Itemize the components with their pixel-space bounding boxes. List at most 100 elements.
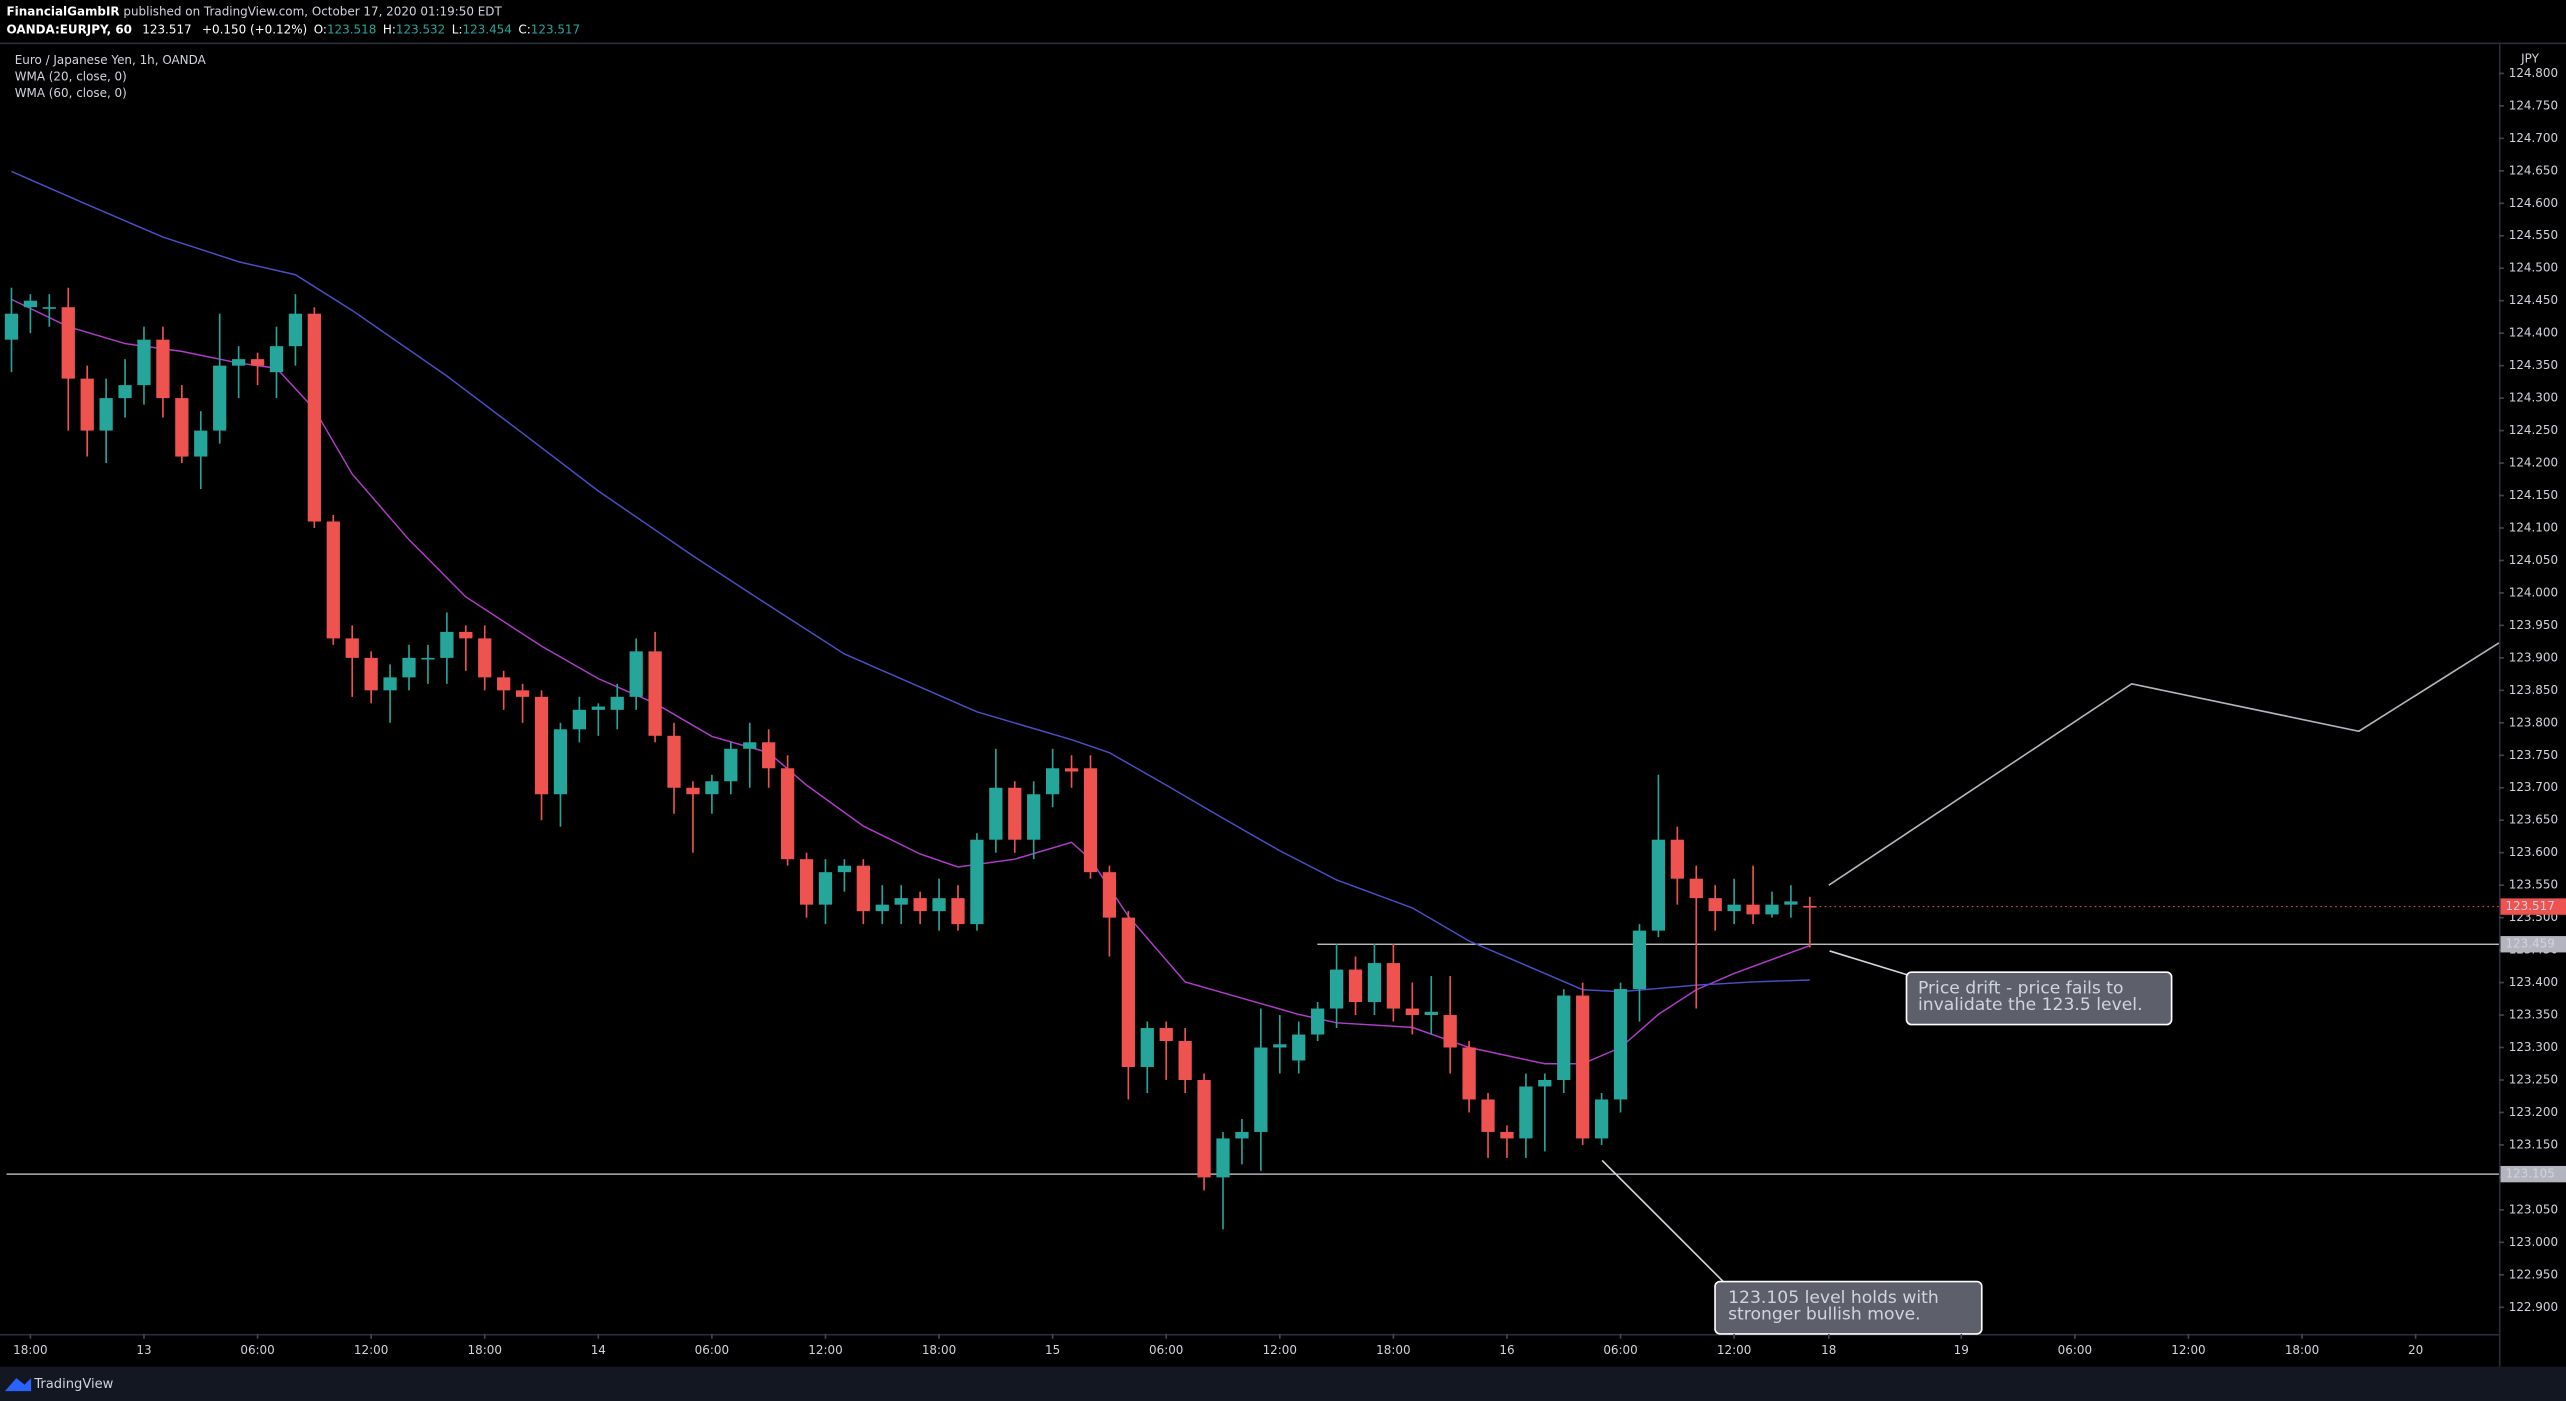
y-tick-label: 123.750	[2509, 748, 2558, 762]
change: +0.150 (+0.12%)	[202, 22, 307, 36]
header-line-2: OANDA:EURJPY, 60 123.517 +0.150 (+0.12%)…	[7, 22, 581, 36]
annotation-text: Price drift - price fails to	[1918, 979, 2124, 999]
y-tick-label: 124.700	[2509, 131, 2558, 145]
candle-body	[705, 781, 719, 795]
candle-body	[1216, 1138, 1230, 1178]
ohlc-key: H:	[383, 22, 396, 36]
annotation-pointer	[1601, 1159, 1728, 1286]
x-tick-label: 20	[2408, 1343, 2423, 1357]
price-tag-label: 123.517	[2505, 899, 2554, 913]
candle-body	[194, 430, 208, 457]
published: published on TradingView.com, October 17…	[123, 4, 502, 18]
y-tick-label: 123.900	[2509, 650, 2558, 664]
y-tick-label: 123.050	[2509, 1202, 2558, 1216]
y-tick-label: 124.250	[2509, 423, 2558, 437]
candle-body	[213, 365, 227, 431]
ohlc-value: 123.532	[396, 22, 445, 36]
header-line-1: FinancialGambIR published on TradingView…	[7, 4, 503, 18]
y-tick-label: 123.200	[2509, 1105, 2558, 1119]
candle-body	[1102, 872, 1117, 918]
candle-body	[250, 359, 265, 366]
y-tick-label: 124.200	[2509, 456, 2558, 470]
candle-body	[1386, 963, 1401, 1009]
y-tick-label: 124.750	[2509, 98, 2558, 112]
candle-body	[61, 307, 75, 379]
annotation-text: 123.105 level holds with	[1728, 1288, 1939, 1308]
x-tick-label: 18:00	[922, 1343, 956, 1357]
candle-body	[1443, 1015, 1457, 1048]
x-tick-label: 18:00	[468, 1343, 502, 1357]
candle-body	[1500, 1131, 1514, 1139]
candle-body	[42, 307, 56, 309]
ohlc-value: 123.518	[327, 22, 376, 36]
candle-body	[1689, 878, 1703, 899]
candle-body	[970, 839, 984, 925]
ohlc-key: O:	[314, 22, 327, 36]
y-tick-label: 124.800	[2509, 66, 2558, 80]
candle-body	[1708, 898, 1722, 912]
x-tick-label: 14	[591, 1343, 606, 1357]
price-tag-label: 123.459	[2505, 937, 2554, 951]
price-tag-label: 123.105	[2505, 1167, 2554, 1181]
candle-body	[553, 729, 568, 795]
candle-body	[1064, 768, 1079, 772]
y-tick-label: 123.600	[2509, 845, 2558, 859]
y-tick-label: 124.050	[2509, 553, 2558, 567]
candle-body	[232, 359, 246, 366]
candle-body	[1651, 839, 1666, 931]
candle-body	[137, 339, 151, 386]
candle-body	[1273, 1044, 1287, 1048]
candle-body	[951, 898, 965, 925]
y-tick-label: 124.650	[2509, 163, 2558, 177]
candle-body	[99, 398, 113, 431]
candle-body	[1670, 839, 1684, 879]
candle-body	[1746, 904, 1760, 915]
candle-body	[1159, 1028, 1173, 1042]
y-tick-label: 124.550	[2509, 228, 2558, 242]
y-tick-label: 124.600	[2509, 196, 2558, 210]
candle-body	[1046, 768, 1060, 795]
candle-body	[932, 898, 946, 912]
candle-body	[118, 385, 132, 399]
ohlc-value: 123.454	[462, 22, 511, 36]
candle-body	[1594, 1099, 1609, 1139]
x-tick-label: 06:00	[1603, 1343, 1637, 1357]
y-tick-label: 124.300	[2509, 391, 2558, 405]
price-tag	[2500, 898, 2566, 915]
time-axis-border	[0, 1333, 2499, 1336]
x-tick-label: 18:00	[13, 1343, 47, 1357]
legend-entry: WMA (60, close, 0)	[15, 86, 127, 100]
x-tick-label: 12:00	[1263, 1343, 1297, 1357]
candle-body	[1254, 1047, 1268, 1132]
candle-body	[421, 657, 435, 660]
candle-body	[497, 677, 511, 691]
y-tick-label: 123.550	[2509, 878, 2558, 892]
footer-logo: TradingView	[4, 1377, 114, 1392]
price-tag	[2500, 1165, 2566, 1183]
candle-body	[1519, 1086, 1533, 1139]
x-tick-label: 15	[1045, 1343, 1060, 1357]
candle-body	[156, 339, 170, 399]
currency-label: JPY	[2520, 51, 2539, 65]
candle-body	[856, 865, 870, 912]
y-tick-label: 124.150	[2509, 488, 2558, 502]
y-tick-label: 123.700	[2509, 780, 2558, 794]
candle-body	[913, 898, 927, 912]
candle-body	[1027, 794, 1041, 840]
candle-body	[610, 696, 624, 710]
candle-body	[1481, 1099, 1495, 1132]
candle-body	[440, 631, 454, 658]
candle-body	[1765, 904, 1779, 915]
candle-body	[269, 346, 284, 373]
x-tick-label: 12:00	[354, 1343, 388, 1357]
candle-body	[478, 638, 492, 678]
candle-body	[515, 690, 530, 697]
candle-body	[1311, 1008, 1325, 1035]
y-tick-label: 124.100	[2509, 520, 2558, 534]
candle-body	[743, 742, 757, 749]
ohlc-value: 123.517	[531, 22, 580, 36]
candle-body	[989, 787, 1003, 840]
x-tick-label: 12:00	[808, 1343, 842, 1357]
